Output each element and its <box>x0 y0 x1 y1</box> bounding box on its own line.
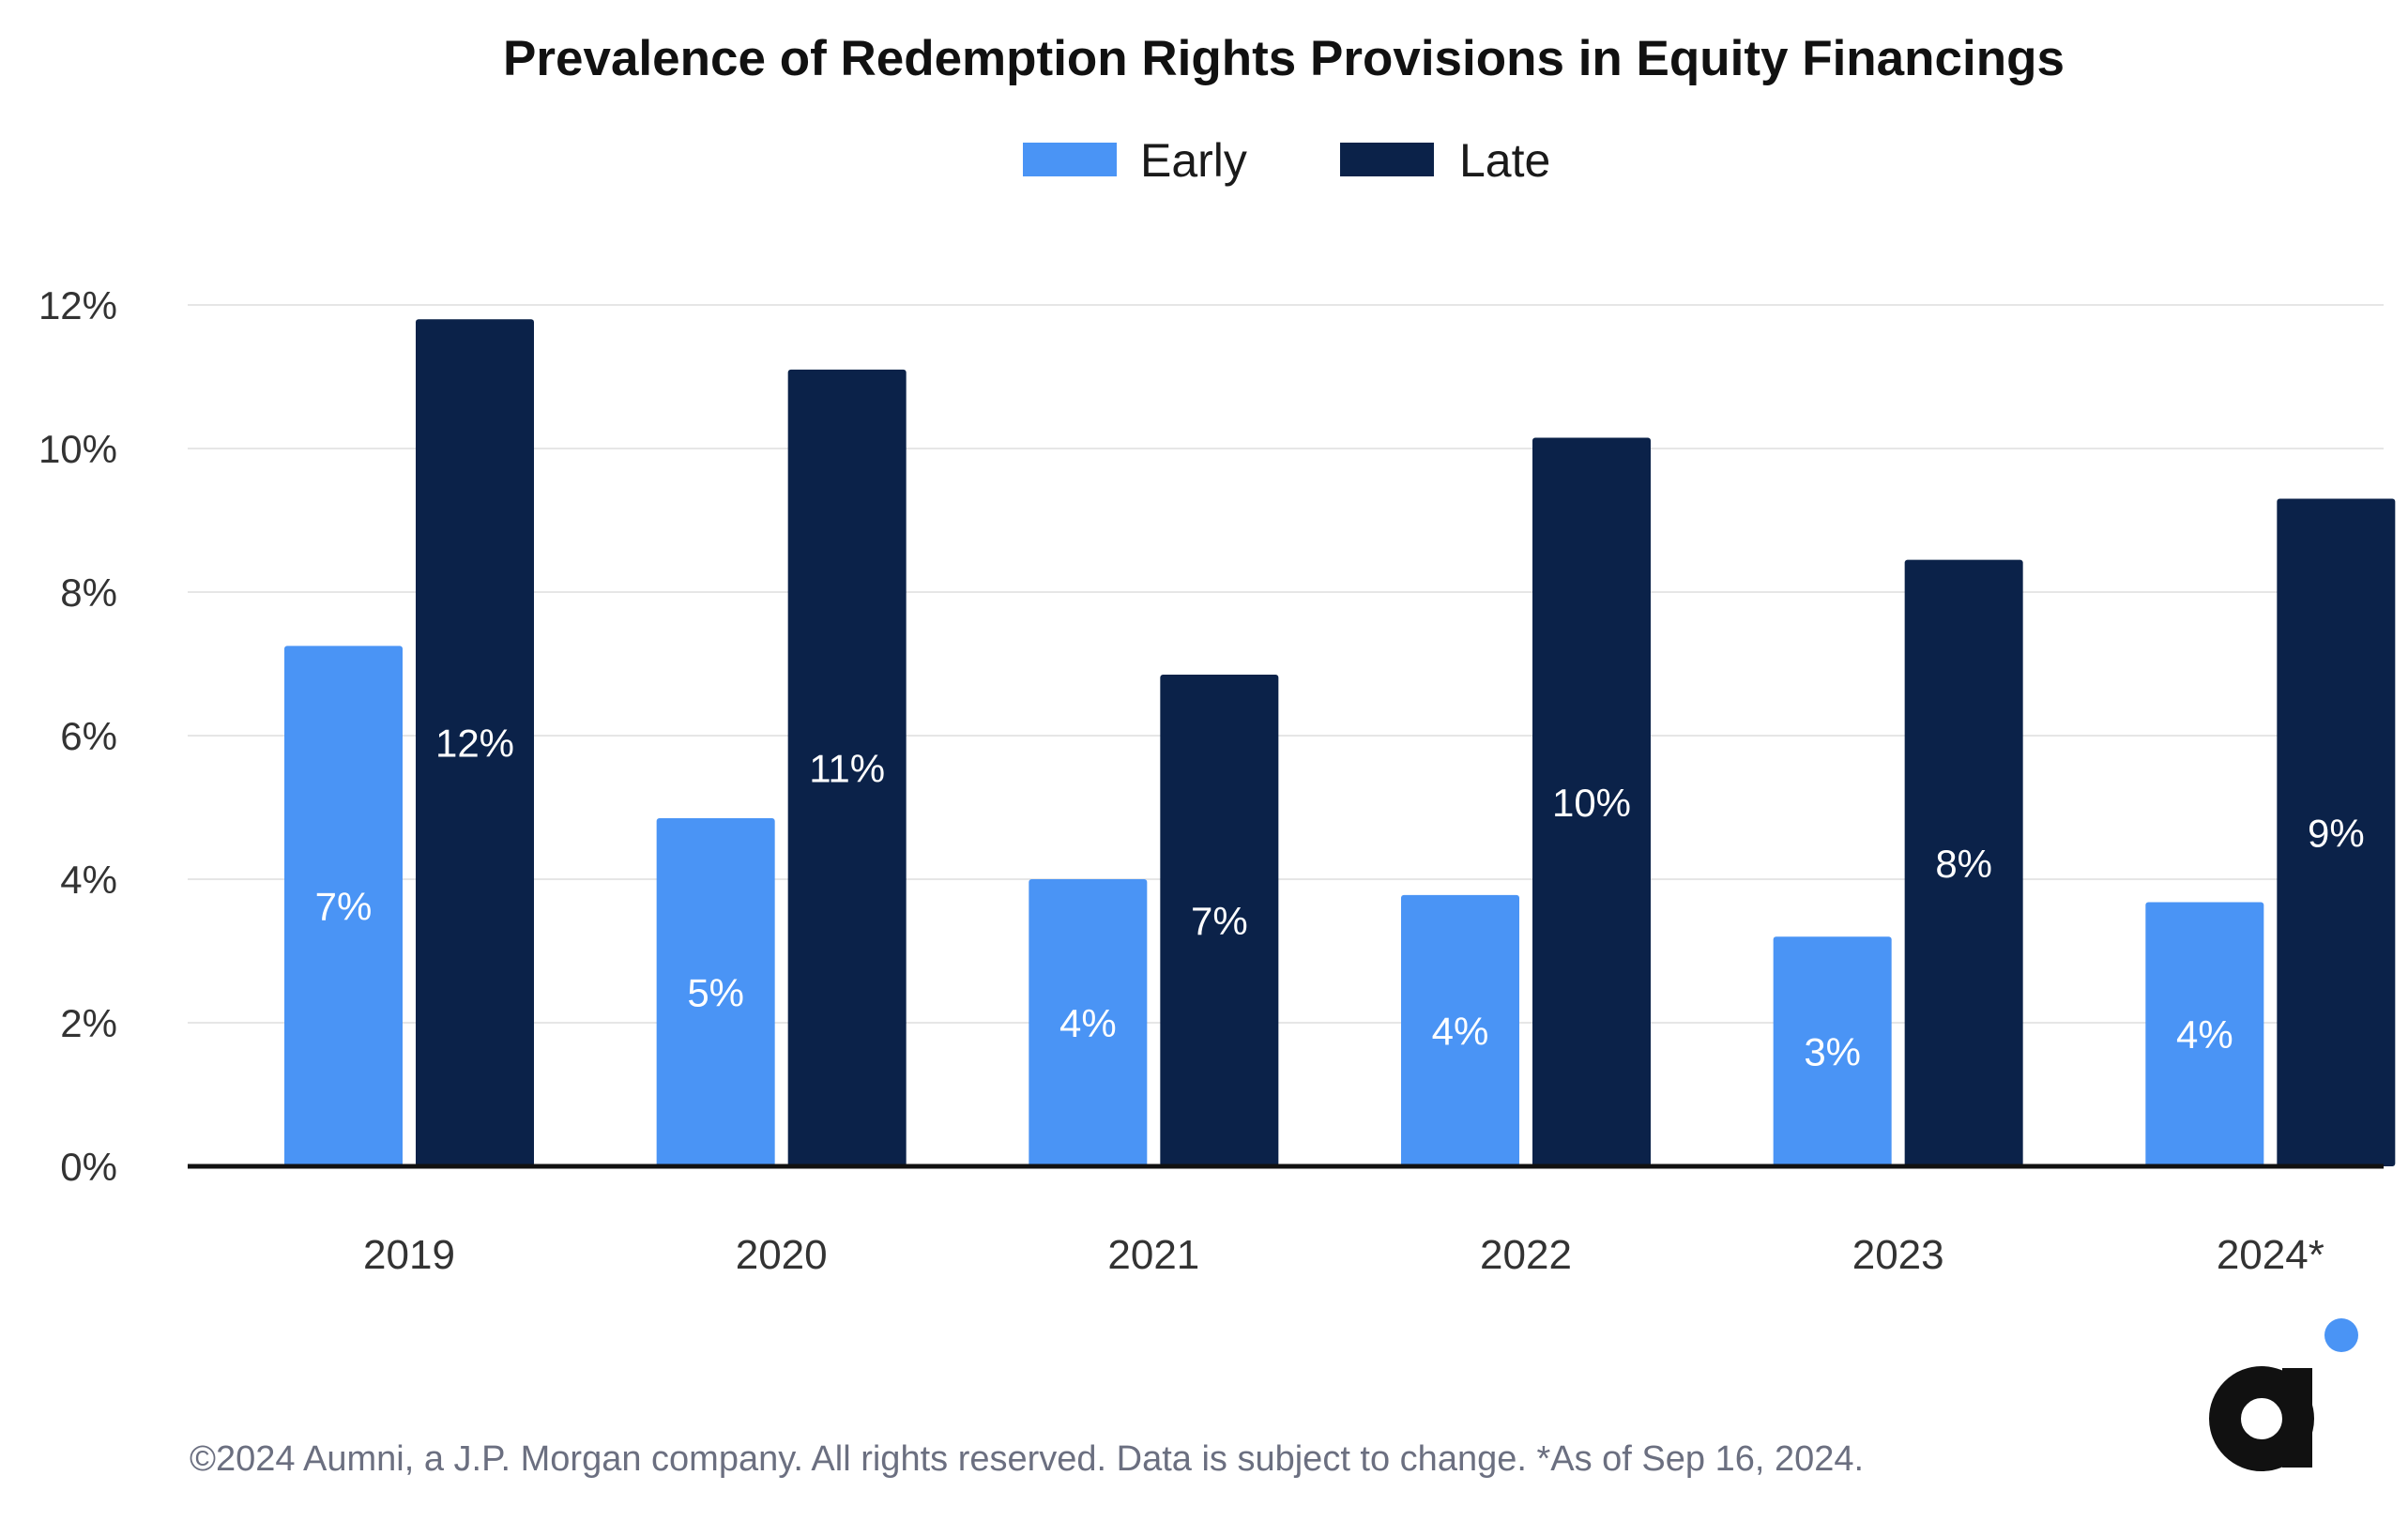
logo-stem <box>2282 1368 2312 1468</box>
data-label-early: 4% <box>1432 1009 1489 1053</box>
x-axis-category-labels: 2019 2020 2021 2022 2023 2024* <box>363 1232 2324 1278</box>
logo-dot <box>2324 1318 2358 1352</box>
y-tick-label: 4% <box>60 858 117 902</box>
data-label-late: 12% <box>435 722 514 766</box>
data-label-late: 11% <box>809 746 885 790</box>
data-label-early: 5% <box>687 970 744 1014</box>
bar-late-2022 <box>1532 437 1651 1166</box>
y-tick-label: 2% <box>60 1001 117 1045</box>
bar-late-2024 <box>2277 498 2396 1166</box>
y-tick-label: 8% <box>60 570 117 615</box>
bar-late-2023 <box>1904 559 2023 1166</box>
data-label-early: 4% <box>1059 1001 1117 1045</box>
bar-late-2021 <box>1160 674 1279 1166</box>
data-label-late: 9% <box>2308 811 2365 855</box>
x-category-label: 2020 <box>736 1232 828 1278</box>
x-category-label: 2021 <box>1107 1232 1199 1278</box>
data-label-early: 4% <box>2176 1012 2233 1057</box>
bar-early-2023 <box>1773 936 1892 1166</box>
bar-early-2024 <box>2145 902 2264 1166</box>
x-category-label: 2022 <box>1480 1232 1572 1278</box>
legend: Early Late <box>1023 134 1550 187</box>
bars <box>284 319 2396 1167</box>
x-category-label: 2024* <box>2217 1232 2324 1278</box>
data-labels: 7% 12% 5% 11% 4% 7% 4% 10% 3% 8% 4% 9% <box>315 722 2365 1074</box>
y-tick-label: 0% <box>60 1145 117 1189</box>
bar-early-2022 <box>1401 894 1519 1166</box>
data-label-late: 7% <box>1191 899 1248 943</box>
y-tick-label: 6% <box>60 714 117 758</box>
legend-swatch-early <box>1023 143 1117 176</box>
x-category-label: 2023 <box>1852 1232 1944 1278</box>
bar-early-2020 <box>656 817 775 1166</box>
legend-label-early: Early <box>1140 134 1247 187</box>
footnote: ©2024 Aumni, a J.P. Morgan company. All … <box>190 1439 1864 1479</box>
bar-late-2020 <box>787 369 907 1167</box>
data-label-late: 8% <box>1935 842 1992 886</box>
y-tick-label: 10% <box>38 427 117 471</box>
aumni-logo-icon <box>2209 1318 2358 1471</box>
bar-early-2021 <box>1029 879 1148 1166</box>
bar-early-2019 <box>284 646 403 1166</box>
bar-late-2019 <box>416 319 534 1166</box>
chart-title: Prevalence of Redemption Rights Provisio… <box>503 31 2065 86</box>
data-label-early: 7% <box>315 885 373 929</box>
data-label-late: 10% <box>1552 781 1631 825</box>
legend-label-late: Late <box>1459 134 1550 187</box>
y-tick-label: 12% <box>38 283 117 327</box>
y-axis-tick-labels: 0% 2% 4% 6% 8% 10% 12% <box>38 283 117 1189</box>
legend-swatch-late <box>1340 143 1434 176</box>
data-label-early: 3% <box>1804 1030 1861 1074</box>
x-category-label: 2019 <box>363 1232 455 1278</box>
